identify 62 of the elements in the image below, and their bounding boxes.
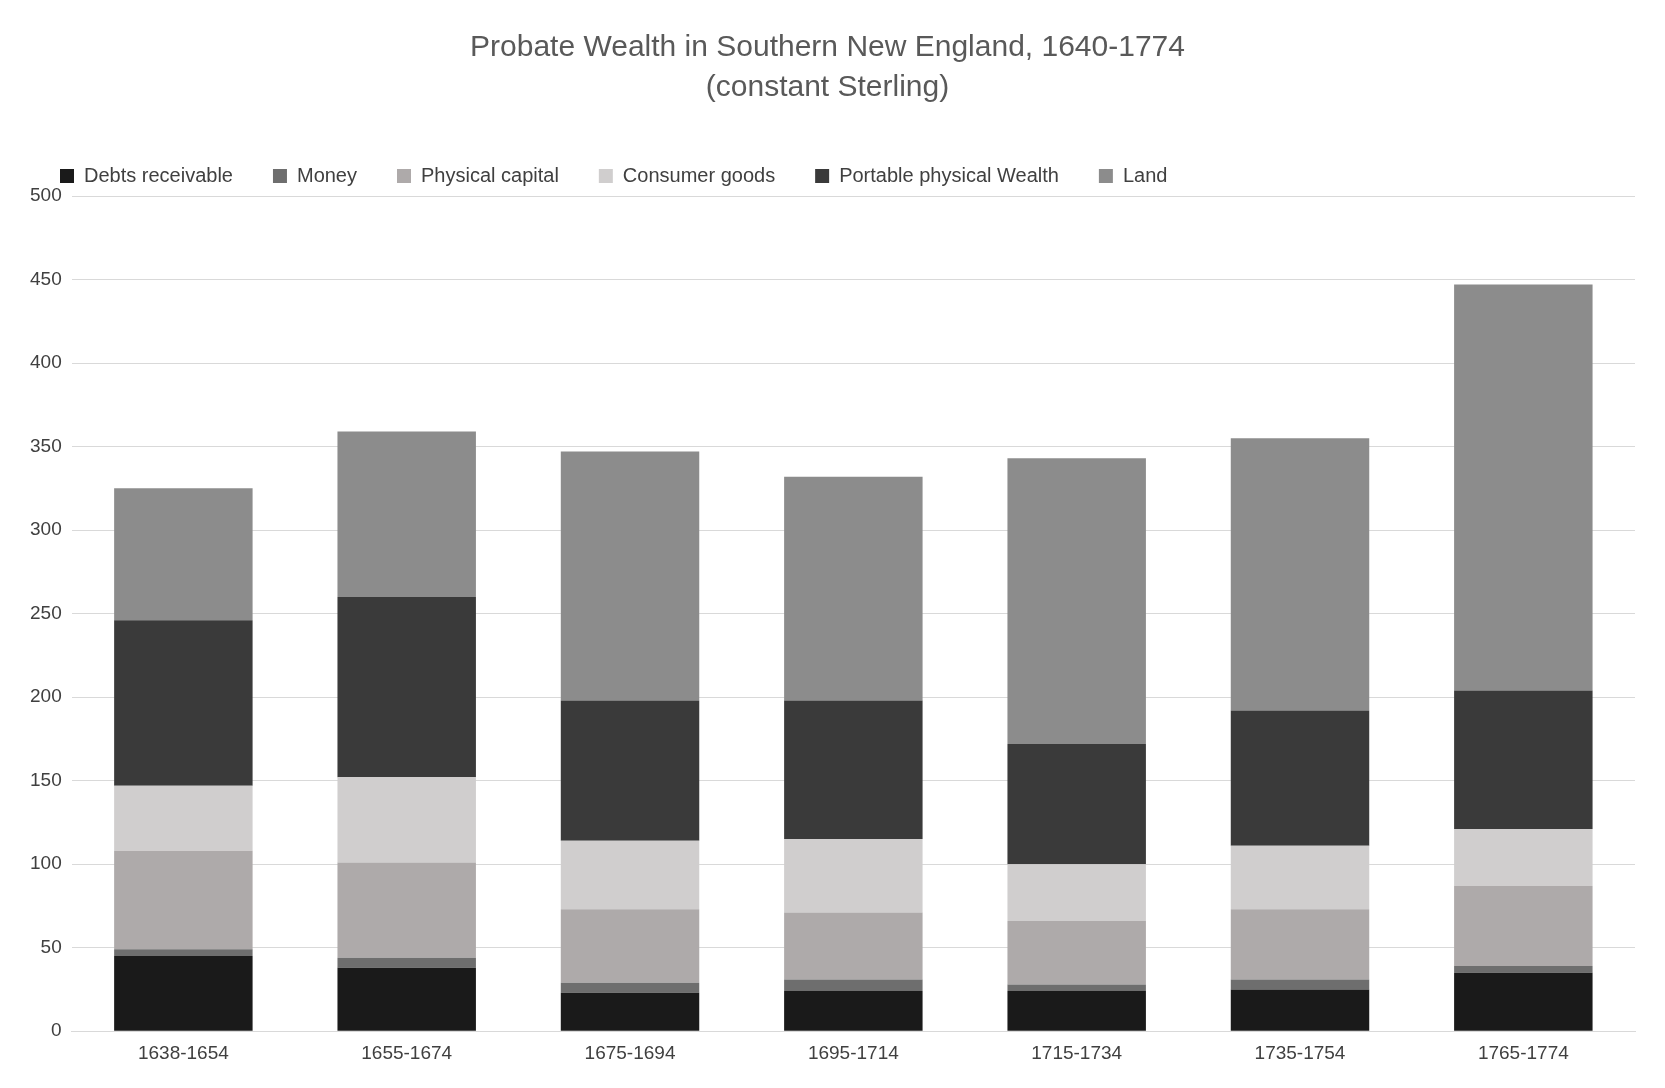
y-tick-label: 50 <box>40 935 62 957</box>
x-tick-label: 1655-1674 <box>361 1041 453 1063</box>
bar <box>337 862 476 958</box>
x-tick-label: 1715-1734 <box>1031 1041 1123 1063</box>
bar <box>1230 710 1370 846</box>
bar <box>337 596 476 778</box>
bar <box>560 700 700 841</box>
bar <box>560 451 700 701</box>
bar <box>1230 979 1370 990</box>
x-tick-label: 1638-1654 <box>137 1041 230 1063</box>
bar <box>784 979 923 992</box>
bar <box>114 949 253 957</box>
y-tick-label: 450 <box>30 267 62 289</box>
legend-label: Debts receivable <box>84 163 233 186</box>
bar <box>784 991 923 1031</box>
bar <box>1454 966 1593 973</box>
chart-title: Probate Wealth in Southern New England, 1640-1774 <box>470 29 1185 63</box>
bar <box>1454 690 1593 830</box>
bar <box>1007 991 1146 1031</box>
legend-label: Portable physical Wealth <box>839 163 1059 186</box>
bar <box>1007 458 1146 744</box>
bar <box>337 967 476 1031</box>
y-tick-label: 150 <box>30 768 62 790</box>
bar <box>784 700 923 840</box>
bar <box>337 431 476 597</box>
bar <box>560 909 700 983</box>
legend-label: Consumer goods <box>622 163 776 186</box>
bar <box>560 982 700 993</box>
legend-label: Money <box>296 163 357 186</box>
bar <box>114 488 253 621</box>
bar <box>114 850 253 950</box>
bar <box>560 992 700 1031</box>
bar <box>1454 972 1593 1031</box>
chart-subtitle: (constant Sterling) <box>705 69 950 103</box>
x-tick-label: 1675-1694 <box>584 1041 676 1063</box>
y-tick-label: 0 <box>51 1019 62 1041</box>
bar <box>784 476 923 701</box>
bar <box>1007 920 1146 985</box>
y-tick-label: 200 <box>30 685 62 707</box>
x-tick-label: 1735-1754 <box>1254 1041 1346 1063</box>
y-tick-label: 250 <box>30 601 62 623</box>
y-tick-label: 400 <box>30 351 62 373</box>
y-tick-label: 100 <box>30 852 62 874</box>
bar <box>1230 438 1370 711</box>
bar <box>1230 909 1370 980</box>
bar <box>784 912 923 980</box>
bar <box>1007 743 1146 865</box>
y-tick-label: 500 <box>30 184 62 206</box>
bar <box>1454 885 1593 967</box>
bar <box>114 785 253 851</box>
y-tick-label: 300 <box>30 518 62 540</box>
legend-label: Land <box>1122 163 1168 186</box>
y-tick-label: 350 <box>30 434 62 456</box>
bar <box>114 620 253 786</box>
bar <box>1454 284 1593 691</box>
bar <box>114 956 253 1031</box>
legend-label: Physical capital <box>420 163 559 186</box>
bar <box>1007 984 1146 992</box>
bar <box>337 957 476 968</box>
x-tick-label: 1695-1714 <box>807 1041 900 1063</box>
x-tick-label: 1765-1774 <box>1477 1041 1570 1063</box>
bar <box>1230 989 1370 1031</box>
